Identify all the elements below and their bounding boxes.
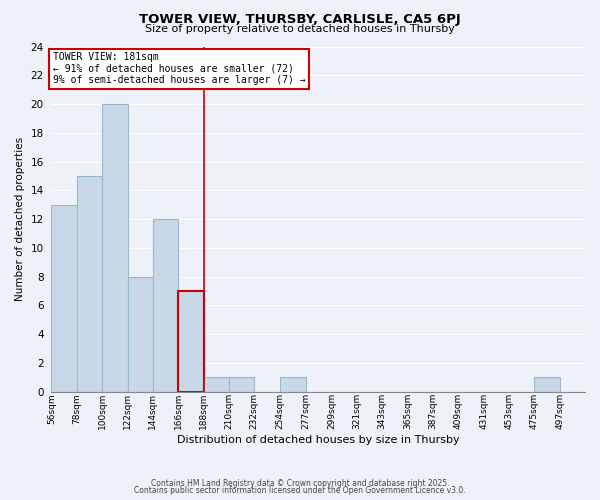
Bar (280, 378, 306, 392)
Text: Contains public sector information licensed under the Open Government Licence v3: Contains public sector information licen… (134, 486, 466, 495)
Y-axis label: Number of detached properties: Number of detached properties (15, 137, 25, 301)
Bar (203, 378, 229, 392)
Text: TOWER VIEW, THURSBY, CARLISLE, CA5 6PJ: TOWER VIEW, THURSBY, CARLISLE, CA5 6PJ (139, 12, 461, 26)
Bar (52, 204, 77, 392)
Bar (153, 219, 178, 392)
Bar (102, 104, 128, 392)
Bar (534, 378, 560, 392)
Bar (77, 176, 102, 392)
X-axis label: Distribution of detached houses by size in Thursby: Distribution of detached houses by size … (177, 435, 460, 445)
Text: Contains HM Land Registry data © Crown copyright and database right 2025.: Contains HM Land Registry data © Crown c… (151, 478, 449, 488)
Bar (229, 378, 254, 392)
Bar (128, 276, 153, 392)
Bar (178, 291, 203, 392)
Text: TOWER VIEW: 181sqm
← 91% of detached houses are smaller (72)
9% of semi-detached: TOWER VIEW: 181sqm ← 91% of detached hou… (53, 52, 305, 86)
Text: Size of property relative to detached houses in Thursby: Size of property relative to detached ho… (145, 24, 455, 34)
